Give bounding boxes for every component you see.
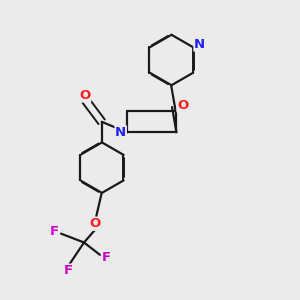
Text: F: F	[50, 225, 59, 239]
Text: O: O	[177, 99, 188, 112]
Text: N: N	[194, 38, 205, 51]
Text: F: F	[64, 264, 73, 277]
Text: O: O	[80, 89, 91, 102]
Text: F: F	[102, 251, 111, 264]
Text: O: O	[89, 217, 100, 230]
Text: N: N	[115, 126, 126, 139]
